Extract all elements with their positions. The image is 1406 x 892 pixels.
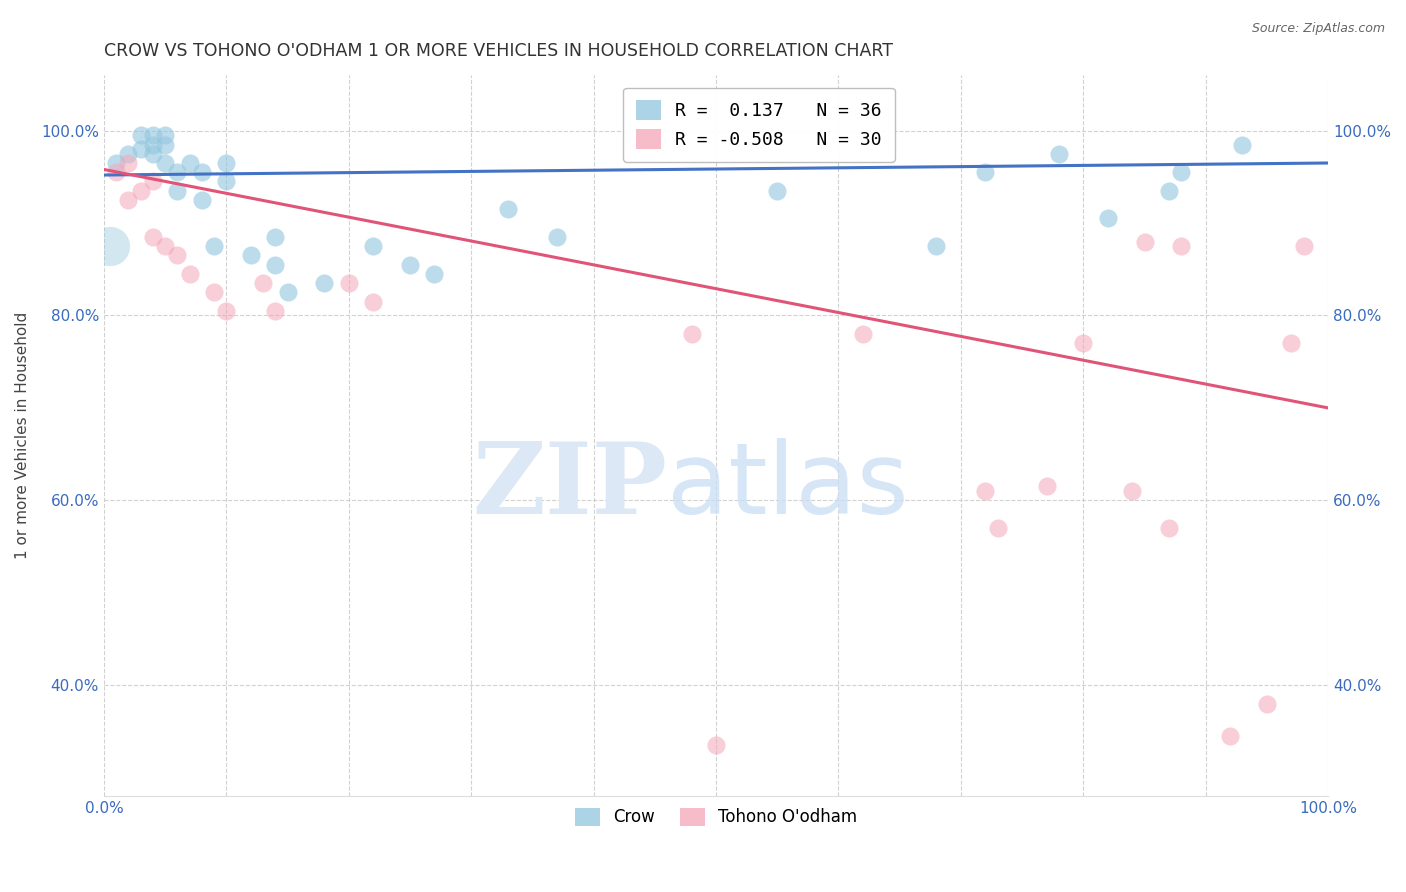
Point bbox=[987, 521, 1010, 535]
Point bbox=[252, 276, 274, 290]
Point bbox=[361, 239, 384, 253]
Point bbox=[1170, 165, 1192, 179]
Point bbox=[264, 258, 287, 272]
Point bbox=[117, 193, 139, 207]
Point bbox=[1232, 137, 1254, 152]
Point bbox=[1071, 336, 1094, 351]
Point bbox=[1170, 239, 1192, 253]
Point bbox=[852, 326, 875, 341]
Point bbox=[191, 165, 214, 179]
Point bbox=[142, 146, 165, 161]
Y-axis label: 1 or more Vehicles in Household: 1 or more Vehicles in Household bbox=[15, 312, 30, 559]
Point bbox=[215, 174, 238, 188]
Point bbox=[179, 156, 201, 170]
Point bbox=[337, 276, 360, 290]
Point bbox=[264, 230, 287, 244]
Point bbox=[264, 304, 287, 318]
Point bbox=[166, 165, 188, 179]
Point bbox=[215, 156, 238, 170]
Point bbox=[105, 165, 128, 179]
Point bbox=[1219, 729, 1241, 743]
Point bbox=[129, 142, 152, 156]
Point bbox=[681, 326, 703, 341]
Point bbox=[1133, 235, 1156, 249]
Text: Source: ZipAtlas.com: Source: ZipAtlas.com bbox=[1251, 22, 1385, 36]
Point bbox=[142, 174, 165, 188]
Point bbox=[129, 184, 152, 198]
Point bbox=[166, 248, 188, 262]
Point bbox=[153, 128, 176, 143]
Point bbox=[98, 239, 121, 253]
Point bbox=[215, 304, 238, 318]
Point bbox=[1097, 211, 1119, 226]
Point bbox=[925, 239, 948, 253]
Point bbox=[423, 267, 446, 281]
Point bbox=[361, 294, 384, 309]
Point bbox=[496, 202, 519, 217]
Point bbox=[239, 248, 262, 262]
Point bbox=[142, 128, 165, 143]
Point bbox=[1256, 697, 1278, 711]
Point bbox=[179, 267, 201, 281]
Point bbox=[117, 146, 139, 161]
Point bbox=[129, 128, 152, 143]
Point bbox=[1121, 484, 1143, 499]
Point bbox=[1047, 146, 1070, 161]
Point bbox=[105, 156, 128, 170]
Text: CROW VS TOHONO O'ODHAM 1 OR MORE VEHICLES IN HOUSEHOLD CORRELATION CHART: CROW VS TOHONO O'ODHAM 1 OR MORE VEHICLE… bbox=[104, 42, 893, 60]
Point bbox=[202, 239, 225, 253]
Point bbox=[1157, 521, 1180, 535]
Text: atlas: atlas bbox=[666, 438, 908, 534]
Point bbox=[314, 276, 336, 290]
Point bbox=[1292, 239, 1315, 253]
Point bbox=[142, 137, 165, 152]
Legend: Crow, Tohono O'odham: Crow, Tohono O'odham bbox=[567, 799, 866, 835]
Point bbox=[546, 230, 568, 244]
Point bbox=[1157, 184, 1180, 198]
Point bbox=[117, 156, 139, 170]
Point bbox=[766, 184, 789, 198]
Point bbox=[974, 484, 997, 499]
Point bbox=[277, 285, 299, 300]
Point bbox=[704, 738, 727, 752]
Point bbox=[153, 137, 176, 152]
Text: ZIP: ZIP bbox=[472, 438, 666, 534]
Point bbox=[974, 165, 997, 179]
Point bbox=[399, 258, 422, 272]
Point bbox=[166, 184, 188, 198]
Point bbox=[202, 285, 225, 300]
Point bbox=[191, 193, 214, 207]
Point bbox=[1035, 479, 1057, 493]
Point bbox=[153, 156, 176, 170]
Point bbox=[153, 239, 176, 253]
Point bbox=[142, 230, 165, 244]
Point bbox=[1281, 336, 1303, 351]
